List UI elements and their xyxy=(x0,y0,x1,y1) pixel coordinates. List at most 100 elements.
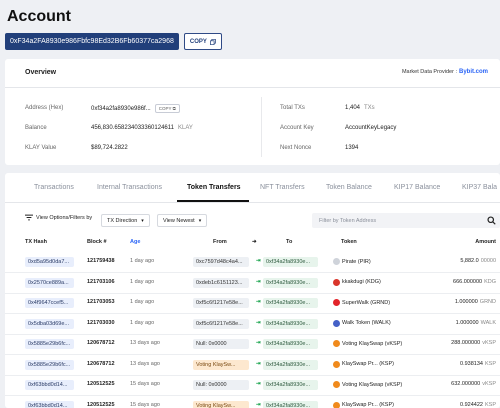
copy-hex-button[interactable]: COPY ⧉ xyxy=(154,104,180,113)
token-address-search-input[interactable]: Filter by Token Address xyxy=(312,213,500,228)
table-row: 0x5dba03d69e... 121703030 1 day ago 0xf5c6f… xyxy=(5,315,500,335)
block-number-link[interactable]: 120512525 xyxy=(87,401,115,408)
from-address-link[interactable]: Voting KlaySw... xyxy=(193,400,249,408)
token-name: SuperWalk (GRND) xyxy=(342,299,391,306)
token-icon xyxy=(333,401,340,408)
transfer-in-icon: ⇥ xyxy=(256,258,261,264)
tx-hash-link[interactable]: 0xd5a95d0da7... xyxy=(25,257,74,267)
token-link[interactable]: KlaySwap Pr... (KSP) xyxy=(333,360,394,368)
header-age[interactable]: Age xyxy=(130,239,141,245)
tx-direction-dropdown[interactable]: TX Direction ▾ xyxy=(101,214,150,227)
tx-age: 1 day ago xyxy=(130,258,155,264)
from-address-link[interactable]: Null: 0x0000 xyxy=(193,339,249,349)
transfer-amount: 0.938134 KSP xyxy=(460,361,496,367)
token-link[interactable]: kkakdugi (KDG) xyxy=(333,278,381,286)
table-row: 0x5885e29b6fc... 120678712 13 days ago Null… xyxy=(5,335,500,355)
block-number-link[interactable]: 121703053 xyxy=(87,299,115,305)
next-nonce-label: Next Nonce xyxy=(280,145,312,151)
token-link[interactable]: Voting KlaySwap (vKSP) xyxy=(333,381,402,388)
block-number-link[interactable]: 121703106 xyxy=(87,278,115,285)
copy-address-button[interactable]: COPY xyxy=(183,33,222,50)
filter-icon xyxy=(25,214,33,221)
tx-age: 15 days ago xyxy=(130,381,160,387)
transfer-in-icon: ⇥ xyxy=(256,360,261,367)
account-key-value: AccountKeyLegacy xyxy=(345,125,397,131)
balance-label: Balance xyxy=(25,125,47,131)
klay-value: $89,724.2822 xyxy=(91,145,128,151)
to-address-link[interactable]: 0xf34a2fa8930e... xyxy=(263,277,318,288)
address-hex-value: 0xf34a2fa8930e986f... COPY ⧉ xyxy=(91,104,180,113)
token-link[interactable]: Voting KlaySwap (vKSP) xyxy=(333,340,402,347)
provider-logo[interactable]: Bybit.com xyxy=(458,69,488,75)
token-link[interactable]: KlaySwap Pr... (KSP) xyxy=(333,401,394,408)
overview-panel: Overview Market Data Provider : Bybit.co… xyxy=(5,59,500,165)
transfer-amount: 5,882.0 00000 xyxy=(460,258,496,264)
token-link[interactable]: SuperWalk (GRND) xyxy=(333,299,390,306)
tab-token-balance[interactable]: Token Balance xyxy=(326,184,372,191)
table-row: 0xf63bbd0d14... 120512525 15 days ago Votin… xyxy=(5,397,500,408)
block-number-link[interactable]: 120512525 xyxy=(87,381,115,387)
account-tabs-panel: Transactions Internal Transactions Token… xyxy=(5,173,500,408)
token-name: kkakdugi (KDG) xyxy=(342,279,381,285)
to-address-link[interactable]: 0xf34a2fa8930e... xyxy=(263,318,318,329)
table-row: 0x5885e29b6fc... 120678712 13 days ago Voti… xyxy=(5,356,500,376)
tab-internal-transactions[interactable]: Internal Transactions xyxy=(97,184,162,191)
header-to: To xyxy=(286,239,293,245)
balance-value: 456,830.658234033360124611 KLAY xyxy=(91,125,193,131)
tab-token-transfers[interactable]: Token Transfers xyxy=(187,184,241,191)
tx-age: 1 day ago xyxy=(130,299,155,305)
to-address-link[interactable]: 0xf34a2fa8930e... xyxy=(263,257,318,267)
from-address-link[interactable]: 0xf5c6f1217e58e... xyxy=(193,318,249,329)
search-icon[interactable] xyxy=(487,216,496,225)
tab-kip17-balance[interactable]: KIP17 Balance xyxy=(394,184,441,191)
tab-bar: Transactions Internal Transactions Token… xyxy=(5,173,500,203)
token-name: KlaySwap Pr... (KSP) xyxy=(342,361,394,367)
to-address-link[interactable]: 0xf34a2fa8930e... xyxy=(263,298,318,308)
block-number-link[interactable]: 120678712 xyxy=(87,340,115,346)
tab-transactions[interactable]: Transactions xyxy=(34,184,74,191)
token-link[interactable]: Pirate (PIR) xyxy=(333,258,371,265)
to-address-link[interactable]: 0xf34a2fa8930e... xyxy=(263,380,318,390)
from-address-link[interactable]: 0xc7597d48c4a4... xyxy=(193,257,249,267)
token-icon xyxy=(333,381,340,388)
token-icon xyxy=(333,319,340,327)
amount-unit: KSP xyxy=(484,401,496,408)
tx-hash-link[interactable]: 0x4f9647ccef5... xyxy=(25,298,74,308)
header-tx-hash: TX Hash xyxy=(25,239,48,245)
transfer-in-icon: ⇥ xyxy=(256,381,261,387)
block-number-link[interactable]: 121759438 xyxy=(87,258,115,264)
to-address-link[interactable]: 0xf34a2fa8930e... xyxy=(263,339,318,349)
tx-hash-link[interactable]: 0x5885e29b6fc... xyxy=(25,339,74,349)
transfer-amount: 1.000000 WALK xyxy=(456,320,496,326)
tx-hash-link[interactable]: 0xf63bbd0d14... xyxy=(25,380,74,390)
tx-age: 13 days ago xyxy=(130,360,160,367)
to-address-link[interactable]: 0xf34a2fa8930e... xyxy=(263,400,318,408)
account-key-label: Account Key xyxy=(280,125,314,131)
transfer-in-icon: ⇥ xyxy=(256,401,261,408)
search-placeholder: Filter by Token Address xyxy=(319,217,377,224)
overview-divider xyxy=(5,87,500,88)
total-txs-value: 1,404 TXs xyxy=(345,105,375,111)
next-nonce-value: 1394 xyxy=(345,145,359,151)
tx-hash-link[interactable]: 0x5885e29b6fc... xyxy=(25,359,74,370)
table-row: 0x2570ce889a... 121703106 1 day ago 0xdeb1c… xyxy=(5,274,500,294)
tx-age: 1 day ago xyxy=(130,319,155,326)
tab-kip37-balance[interactable]: KIP37 Bala xyxy=(462,184,498,191)
header-amount: Amount xyxy=(475,239,496,245)
chevron-down-icon: ▾ xyxy=(198,217,202,224)
from-address-link[interactable]: Voting KlaySw... xyxy=(193,359,249,370)
tx-hash-link[interactable]: 0x2570ce889a... xyxy=(25,277,74,288)
from-address-link[interactable]: 0xdeb1c6151123... xyxy=(193,277,249,288)
from-address-link[interactable]: Null: 0x0000 xyxy=(193,380,249,390)
token-link[interactable]: Walk Token (WALK) xyxy=(333,319,391,327)
block-number-link[interactable]: 120678712 xyxy=(87,360,115,367)
token-icon xyxy=(333,360,340,368)
from-address-link[interactable]: 0xf5c6f1217e58e... xyxy=(193,298,249,308)
to-address-link[interactable]: 0xf34a2fa8930e... xyxy=(263,359,318,370)
token-icon xyxy=(333,258,340,265)
tx-hash-link[interactable]: 0x5dba03d69e... xyxy=(25,318,74,329)
tx-hash-link[interactable]: 0xf63bbd0d14... xyxy=(25,400,74,408)
sort-dropdown[interactable]: View Newest ▾ xyxy=(157,214,208,227)
tab-nft-transfers[interactable]: NFT Transfers xyxy=(260,184,305,191)
block-number-link[interactable]: 121703030 xyxy=(87,319,115,326)
